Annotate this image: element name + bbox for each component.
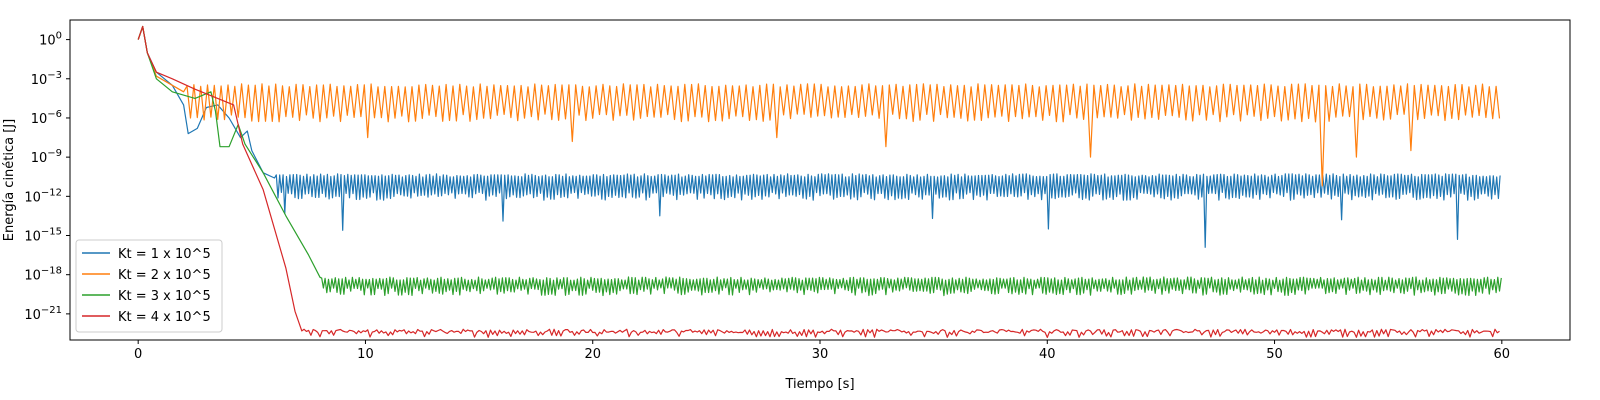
y-axis-ticks: 100 10−3 10−6 10−9 10−12 10−15 10−18 10−21 — [24, 31, 70, 323]
y-tick-label: 10−21 — [24, 305, 62, 323]
y-tick-label: 10−12 — [24, 187, 62, 205]
series-line-4 — [137, 25, 1500, 338]
series-line-1 — [137, 25, 1501, 248]
x-tick-label: 50 — [1266, 347, 1283, 362]
y-tick-label: 10−15 — [24, 227, 62, 245]
x-tick-label: 0 — [134, 347, 142, 362]
y-tick-label: 10−3 — [31, 70, 62, 88]
legend-label: Kt = 3 x 10^5 — [118, 289, 211, 304]
x-axis-label: Tiempo [s] — [784, 377, 854, 392]
x-axis-ticks: 0 10 20 30 40 50 60 — [134, 340, 1510, 362]
x-tick-label: 30 — [812, 347, 829, 362]
y-axis-label: Energía cinética [J] — [2, 119, 17, 241]
y-tick-label: 10−6 — [31, 109, 62, 127]
legend-box — [75, 239, 223, 333]
y-tick-label: 10−18 — [24, 266, 62, 284]
axes-frame — [69, 19, 1571, 341]
y-tick-label: 100 — [39, 31, 62, 49]
x-tick-label: 20 — [584, 347, 601, 362]
x-tick-label: 10 — [357, 347, 374, 362]
x-tick-label: 40 — [1039, 347, 1056, 362]
series-line-3 — [137, 25, 1502, 297]
legend-label: Kt = 1 x 10^5 — [118, 247, 211, 262]
legend-label: Kt = 2 x 10^5 — [118, 268, 211, 283]
legend-label: Kt = 4 x 10^5 — [118, 310, 211, 325]
legend: Kt = 1 x 10^5 Kt = 2 x 10^5 Kt = 3 x 10^5 K… — [75, 239, 223, 333]
y-tick-label: 10−9 — [31, 148, 62, 166]
series-line-2 — [137, 25, 1501, 187]
x-tick-label: 60 — [1494, 347, 1511, 362]
series-layer — [137, 25, 1502, 338]
